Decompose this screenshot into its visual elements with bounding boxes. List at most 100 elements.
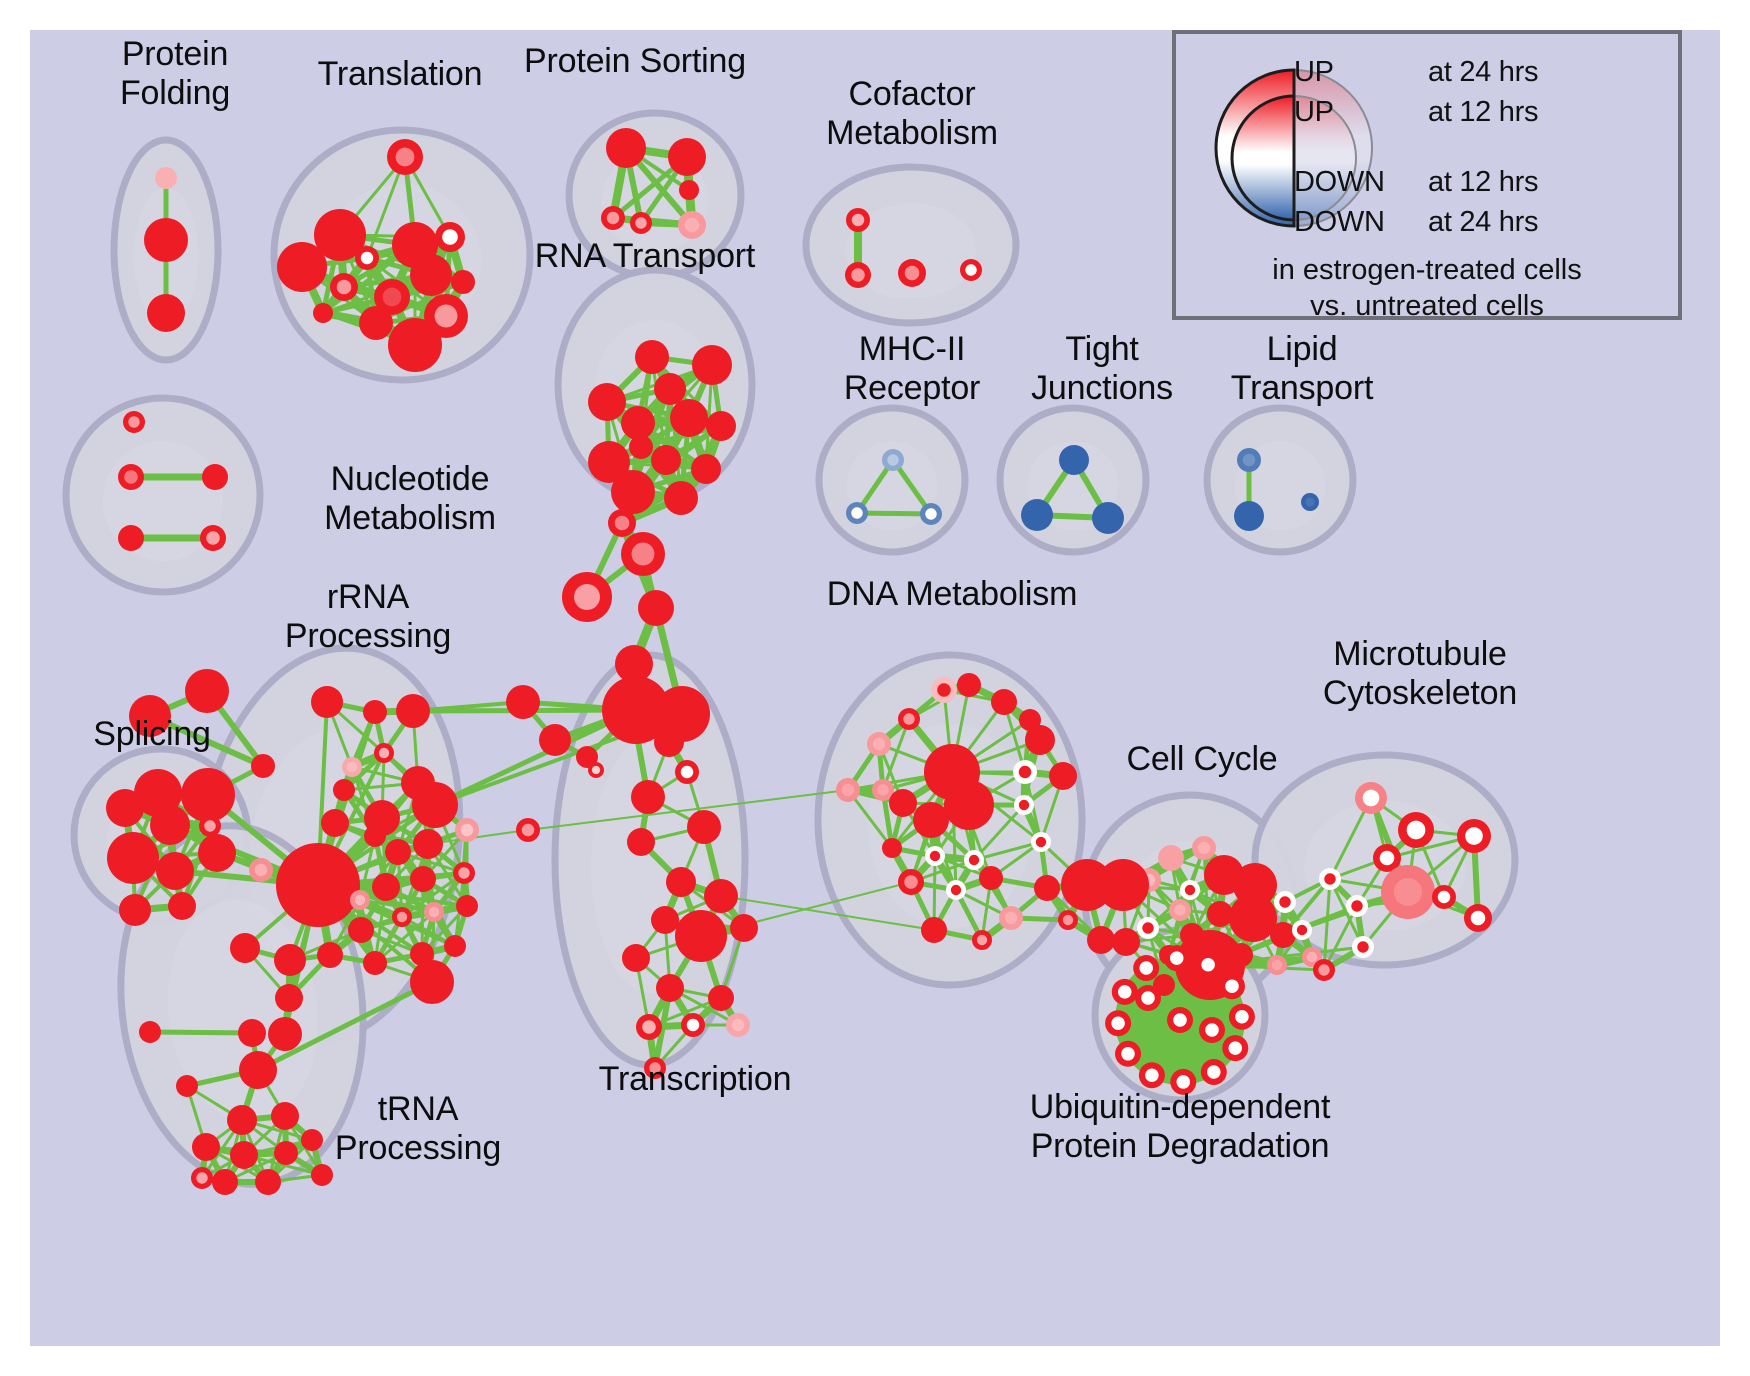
network-node (1031, 832, 1051, 852)
network-node (898, 259, 926, 287)
network-node (435, 222, 465, 252)
network-node (342, 757, 362, 777)
network-node (274, 944, 306, 976)
cluster-label-cofactor-metabolism: Cofactor Metabolism (826, 75, 998, 152)
network-node (251, 754, 275, 778)
network-node (274, 1141, 298, 1165)
network-node (1199, 1017, 1225, 1043)
network-node (666, 867, 696, 897)
network-node (675, 760, 699, 784)
network-node (185, 669, 229, 713)
network-node (846, 502, 868, 524)
network-node (622, 944, 650, 972)
network-node (1274, 891, 1296, 913)
network-node (374, 743, 394, 763)
cluster-label-nucleotide-metabolism: Nucleotide Metabolism (324, 460, 496, 537)
network-node (456, 895, 478, 917)
network-node (1234, 501, 1264, 531)
network-node (692, 345, 732, 385)
network-node (1229, 894, 1277, 942)
network-node (627, 828, 655, 856)
network-node (271, 1102, 299, 1130)
network-node (1013, 760, 1037, 784)
network-node (1464, 904, 1492, 932)
network-node (168, 892, 196, 920)
network-node (200, 525, 226, 551)
network-edge (1322, 877, 1332, 972)
network-graph (62, 109, 1519, 1195)
network-node (1061, 859, 1113, 911)
network-node (957, 673, 981, 697)
network-node (602, 676, 670, 744)
network-node (1025, 725, 1055, 755)
legend-box: UP at 24 hrs UP at 12 hrs DOWN at 12 hrs… (1172, 30, 1682, 322)
network-node (1135, 985, 1161, 1011)
network-node (239, 1051, 277, 1089)
legend-footer-line-1: in estrogen-treated cells (1272, 254, 1582, 286)
network-node (275, 984, 303, 1012)
network-node (925, 846, 945, 866)
network-node (1097, 859, 1149, 911)
network-node (960, 259, 982, 281)
network-node (268, 1017, 302, 1051)
network-node (412, 782, 458, 828)
network-node (451, 270, 475, 294)
network-node (410, 942, 434, 966)
network-node (374, 279, 410, 315)
network-node (1087, 926, 1115, 954)
legend-time-1: at 12 hrs (1428, 96, 1539, 128)
network-node (1137, 917, 1159, 939)
cluster-label-protein-folding: Protein Folding (119, 35, 231, 112)
network-node (333, 779, 355, 801)
network-node (1195, 951, 1222, 978)
network-node (191, 1167, 213, 1189)
network-edge (881, 717, 911, 792)
network-node (212, 1169, 238, 1195)
network-node (931, 677, 957, 703)
network-node (588, 762, 604, 778)
legend-state-2: DOWN (1294, 166, 1385, 198)
cluster-label-translation: Translation (317, 55, 483, 93)
network-node (1021, 499, 1053, 531)
network-node (872, 779, 894, 801)
network-edge (373, 910, 436, 965)
network-node (836, 778, 860, 802)
network-node (654, 686, 710, 742)
network-node (630, 212, 652, 234)
network-node (1059, 445, 1089, 475)
network-node (424, 902, 444, 922)
network-node (681, 1013, 705, 1037)
network-node (638, 590, 674, 626)
network-node (1058, 910, 1078, 930)
network-node (726, 1013, 750, 1037)
network-node (846, 208, 870, 232)
legend-time-2: at 12 hrs (1428, 166, 1539, 198)
network-node (615, 645, 653, 683)
network-node (1180, 880, 1200, 900)
network-node (867, 732, 891, 756)
network-node (199, 815, 221, 837)
network-edge (972, 840, 1043, 862)
cluster-label-rrna-processing: rRNA Processing (284, 578, 452, 655)
network-node (668, 138, 706, 176)
network-node (1170, 1068, 1197, 1095)
network-node (364, 825, 386, 847)
network-node (1049, 762, 1077, 790)
network-node (1457, 819, 1491, 853)
network-node (1167, 1007, 1193, 1033)
network-node (147, 294, 185, 332)
network-edge (147, 1029, 255, 1036)
network-node (1270, 922, 1296, 948)
cluster-label-protein-sorting: Protein Sorting (524, 42, 746, 80)
network-node (355, 246, 379, 270)
network-node (455, 818, 479, 842)
network-node (1229, 943, 1253, 967)
network-edge (427, 829, 529, 845)
network-node (539, 724, 571, 756)
network-node (396, 694, 430, 728)
network-node (150, 805, 190, 845)
network-node (1014, 795, 1034, 815)
network-node (249, 858, 273, 882)
network-node (106, 789, 144, 827)
